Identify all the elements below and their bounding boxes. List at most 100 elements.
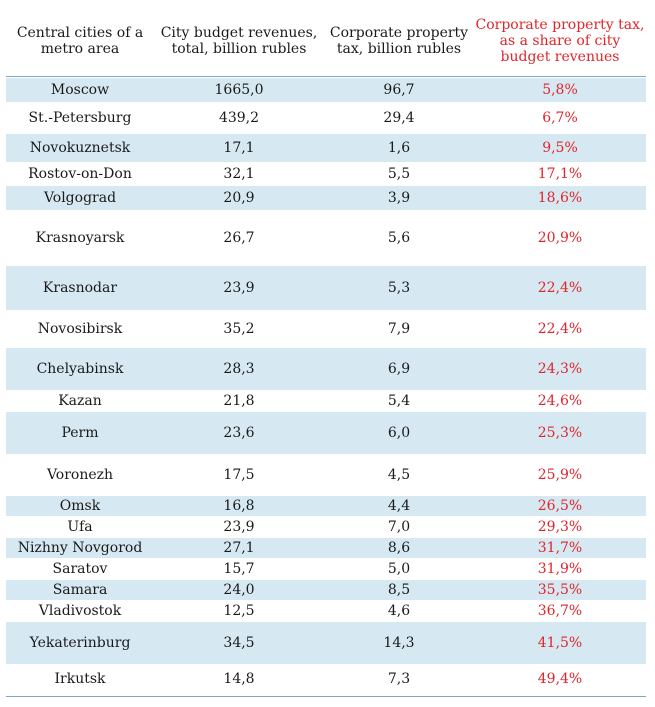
cell-budget: 21,8 [223, 393, 255, 409]
bottom-rule [6, 696, 646, 697]
cell-city: Kazan [58, 393, 102, 409]
cell-city: Novokuznetsk [29, 140, 131, 156]
cell-city: Samara [52, 582, 108, 598]
cell-budget: 27,1 [223, 540, 255, 556]
cell-tax: 5,3 [387, 280, 411, 296]
table-row: Ufa 23,9 7,0 29,3% [6, 516, 646, 538]
cell-city: Yekaterinburg [29, 635, 131, 651]
cell-tax: 6,0 [387, 425, 411, 441]
cell-tax: 8,6 [387, 540, 411, 556]
cell-share: 5,8% [542, 82, 578, 98]
cell-share: 25,9% [537, 467, 583, 483]
cell-share: 22,4% [537, 321, 583, 337]
cell-tax: 7,3 [387, 671, 411, 687]
cell-budget: 15,7 [223, 561, 255, 577]
cell-budget: 17,1 [223, 140, 255, 156]
header-budget: City budget revenues, total, billion rub… [160, 25, 318, 57]
cell-share: 22,4% [537, 280, 583, 296]
cell-budget: 28,3 [223, 361, 255, 377]
cell-budget: 16,8 [223, 498, 255, 514]
cell-city: Irkutsk [54, 671, 106, 687]
cell-city: St.-Petersburg [28, 110, 132, 126]
table-row: Kazan 21,8 5,4 24,6% [6, 390, 646, 412]
table-row: Novosibirsk 35,2 7,9 22,4% [6, 310, 646, 348]
cell-tax: 4,4 [387, 498, 411, 514]
cell-city: Saratov [52, 561, 108, 577]
table-row: Novokuznetsk 17,1 1,6 9,5% [6, 134, 646, 162]
cell-city: Perm [61, 425, 99, 441]
table-row: Irkutsk 14,8 7,3 49,4% [6, 664, 646, 694]
table-row: Voronezh 17,5 4,5 25,9% [6, 454, 646, 496]
cell-share: 20,9% [537, 230, 583, 246]
cell-share: 35,5% [537, 582, 583, 598]
cell-city: Omsk [59, 498, 101, 514]
table-row: Nizhny Novgorod 27,1 8,6 31,7% [6, 538, 646, 558]
cell-tax: 5,5 [387, 166, 411, 182]
table-row: Saratov 15,7 5,0 31,9% [6, 558, 646, 580]
cell-budget: 1665,0 [214, 82, 264, 98]
cell-budget: 12,5 [223, 603, 255, 619]
cell-budget: 23,9 [223, 280, 255, 296]
cell-tax: 14,3 [383, 635, 415, 651]
table-row: Krasnodar 23,9 5,3 22,4% [6, 266, 646, 310]
table-row: Chelyabinsk 28,3 6,9 24,3% [6, 348, 646, 390]
cell-city: Vladivostok [38, 603, 122, 619]
cell-city: Moscow [50, 82, 110, 98]
cell-share: 36,7% [537, 603, 583, 619]
cell-city: Voronezh [46, 467, 114, 483]
header-city: Central cities of a metro area [16, 25, 144, 57]
cell-city: Rostov-on-Don [28, 166, 132, 182]
cell-share: 6,7% [542, 110, 578, 126]
cell-share: 25,3% [537, 425, 583, 441]
table-header: Central cities of a metro area City budg… [6, 6, 646, 76]
header-share: Corporate property tax, as a share of ci… [475, 17, 645, 65]
cell-tax: 8,5 [387, 582, 411, 598]
cell-budget: 439,2 [218, 110, 260, 126]
table-row: Krasnoyarsk 26,7 5,6 20,9% [6, 210, 646, 266]
table-row: Volgograd 20,9 3,9 18,6% [6, 186, 646, 210]
table-row: Rostov-on-Don 32,1 5,5 17,1% [6, 162, 646, 186]
table-row: Yekaterinburg 34,5 14,3 41,5% [6, 622, 646, 664]
cell-tax: 5,4 [387, 393, 411, 409]
cell-budget: 34,5 [223, 635, 255, 651]
cell-budget: 32,1 [223, 166, 255, 182]
cell-budget: 35,2 [223, 321, 255, 337]
cell-tax: 4,5 [387, 467, 411, 483]
table-row: Vladivostok 12,5 4,6 36,7% [6, 600, 646, 622]
cell-budget: 26,7 [223, 230, 255, 246]
header-rule [6, 76, 646, 77]
cell-share: 31,9% [537, 561, 583, 577]
cell-budget: 24,0 [223, 582, 255, 598]
cell-city: Krasnoyarsk [35, 230, 125, 246]
cell-budget: 20,9 [223, 190, 255, 206]
cell-budget: 23,6 [223, 425, 255, 441]
header-tax: Corporate property tax, billion rubles [329, 25, 469, 57]
cell-share: 31,7% [537, 540, 583, 556]
cell-share: 49,4% [537, 671, 583, 687]
cell-share: 18,6% [537, 190, 583, 206]
cell-tax: 96,7 [383, 82, 415, 98]
cell-tax: 4,6 [387, 603, 411, 619]
cell-share: 24,3% [537, 361, 583, 377]
cell-city: Volgograd [43, 190, 117, 206]
cell-share: 17,1% [537, 166, 583, 182]
cell-city: Ufa [67, 519, 93, 535]
table-row: Omsk 16,8 4,4 26,5% [6, 496, 646, 516]
cell-tax: 5,6 [387, 230, 411, 246]
cell-tax: 1,6 [387, 140, 411, 156]
cell-share: 24,6% [537, 393, 583, 409]
cell-city: Chelyabinsk [36, 361, 124, 377]
table-row: Perm 23,6 6,0 25,3% [6, 412, 646, 454]
cell-share: 41,5% [537, 635, 583, 651]
cell-tax: 7,9 [387, 321, 411, 337]
cell-tax: 7,0 [387, 519, 411, 535]
cell-budget: 14,8 [223, 671, 255, 687]
cell-share: 26,5% [537, 498, 583, 514]
cell-city: Nizhny Novgorod [17, 540, 143, 556]
cell-budget: 17,5 [223, 467, 255, 483]
cell-tax: 6,9 [387, 361, 411, 377]
table-row: Moscow 1665,0 96,7 5,8% [6, 78, 646, 102]
cell-tax: 5,0 [387, 561, 411, 577]
cell-city: Krasnodar [42, 280, 118, 296]
cell-share: 29,3% [537, 519, 583, 535]
